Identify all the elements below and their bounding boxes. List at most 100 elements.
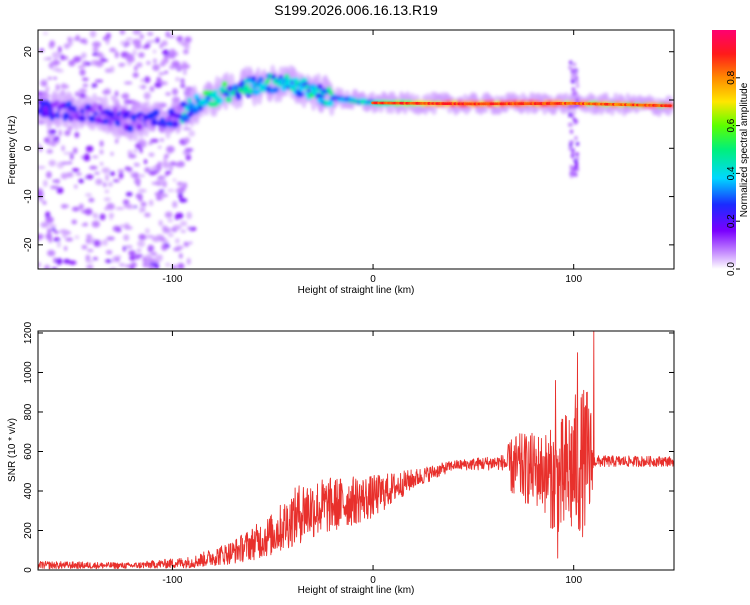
noise-blob bbox=[119, 30, 126, 35]
disturbance-blob bbox=[570, 113, 574, 118]
noise-blob bbox=[48, 57, 52, 60]
noise-blob bbox=[162, 158, 168, 166]
ridge-core bbox=[371, 101, 672, 108]
spec-xtick-label: 100 bbox=[565, 274, 582, 285]
disturbance-blob bbox=[568, 65, 572, 70]
noise-blob bbox=[183, 241, 189, 246]
noise-blob bbox=[92, 212, 97, 219]
noise-blob bbox=[188, 130, 196, 137]
noise-blob bbox=[158, 189, 165, 193]
noise-blob bbox=[142, 262, 150, 268]
noise-blob bbox=[60, 161, 70, 165]
noise-blob bbox=[181, 61, 188, 65]
disturbance-blob bbox=[568, 146, 572, 151]
noise-blob bbox=[91, 83, 98, 88]
noise-blob bbox=[177, 192, 183, 199]
snr-ytick-label: 800 bbox=[23, 403, 34, 420]
noise-blob bbox=[175, 212, 184, 219]
spec-ytick-label: 0 bbox=[23, 145, 34, 151]
noise-blob bbox=[183, 68, 187, 76]
noise-blob bbox=[99, 140, 104, 147]
ridge-blob bbox=[62, 112, 70, 120]
ridge-blob bbox=[243, 84, 251, 91]
noise-blob bbox=[143, 92, 151, 100]
snr-xtick-label: 0 bbox=[370, 575, 376, 586]
noise-blob bbox=[156, 195, 162, 201]
noise-blob bbox=[53, 231, 60, 234]
colorbar-tick-label: 0.0 bbox=[726, 262, 737, 276]
ridge-blob bbox=[119, 118, 127, 126]
ridge-blob bbox=[109, 110, 115, 118]
snr-ytick-label: 400 bbox=[23, 482, 34, 499]
snr-ytick-label: 200 bbox=[23, 522, 34, 539]
noise-blob bbox=[186, 257, 191, 265]
disturbance-blob bbox=[575, 156, 579, 161]
noise-blob bbox=[46, 149, 54, 154]
ridge-blob bbox=[187, 97, 192, 104]
ridge-blob bbox=[217, 97, 224, 104]
disturbance-blob bbox=[574, 160, 578, 165]
noise-blob bbox=[132, 49, 137, 56]
noise-blob bbox=[159, 138, 165, 142]
noise-blob bbox=[55, 83, 60, 91]
noise-blob bbox=[133, 65, 138, 72]
noise-blob bbox=[128, 153, 137, 159]
noise-blob bbox=[105, 37, 110, 45]
noise-blob bbox=[132, 72, 139, 78]
ridge-blob bbox=[252, 89, 261, 96]
noise-blob bbox=[149, 166, 159, 171]
noise-blob bbox=[164, 211, 173, 219]
noise-blob bbox=[175, 245, 184, 250]
noise-blob bbox=[129, 255, 136, 261]
noise-blob bbox=[117, 169, 125, 173]
noise-blob bbox=[139, 33, 144, 40]
noise-blob bbox=[172, 178, 177, 182]
ridge-blob bbox=[191, 107, 200, 114]
disturbance-blob bbox=[572, 168, 576, 173]
noise-blob bbox=[134, 256, 141, 260]
ridge-blob bbox=[135, 123, 143, 131]
noise-blob bbox=[42, 200, 47, 205]
noise-blob bbox=[82, 77, 89, 82]
noise-blob bbox=[130, 261, 137, 268]
noise-blob bbox=[38, 195, 44, 203]
noise-blob bbox=[78, 178, 84, 184]
noise-blob bbox=[85, 260, 94, 264]
disturbance-blob bbox=[572, 104, 576, 109]
noise-blob bbox=[172, 264, 177, 269]
noise-blob bbox=[83, 155, 91, 162]
noise-blob bbox=[181, 41, 190, 47]
noise-blob bbox=[63, 246, 68, 251]
disturbance-blob bbox=[575, 141, 579, 146]
noise-blob bbox=[165, 173, 169, 177]
noise-blob bbox=[109, 47, 117, 53]
ridge-blob bbox=[328, 89, 334, 96]
noise-blob bbox=[85, 174, 94, 180]
noise-blob bbox=[122, 199, 130, 205]
figure-title: S199.2026.006.16.13.R19 bbox=[274, 2, 438, 18]
ridge-blob bbox=[171, 120, 180, 128]
noise-blob bbox=[56, 241, 61, 248]
noise-blob bbox=[74, 91, 80, 97]
noise-blob bbox=[75, 172, 82, 176]
noise-blob bbox=[74, 131, 80, 138]
noise-blob bbox=[64, 130, 71, 136]
noise-blob bbox=[78, 203, 84, 210]
noise-blob bbox=[62, 231, 67, 239]
noise-blob bbox=[94, 172, 100, 175]
noise-blob bbox=[95, 178, 103, 186]
noise-blob bbox=[43, 179, 48, 187]
noise-blob bbox=[47, 249, 56, 257]
noise-blob bbox=[188, 241, 193, 245]
noise-blob bbox=[68, 59, 76, 67]
noise-blob bbox=[85, 145, 94, 153]
noise-blob bbox=[125, 245, 133, 249]
noise-blob bbox=[82, 83, 89, 88]
disturbance-blob bbox=[569, 164, 573, 169]
noise-blob bbox=[48, 237, 53, 243]
noise-blob bbox=[86, 234, 92, 238]
noise-blob bbox=[103, 182, 107, 188]
noise-blob bbox=[157, 145, 162, 149]
disturbance-blob bbox=[571, 148, 575, 153]
noise-blob bbox=[159, 177, 165, 185]
